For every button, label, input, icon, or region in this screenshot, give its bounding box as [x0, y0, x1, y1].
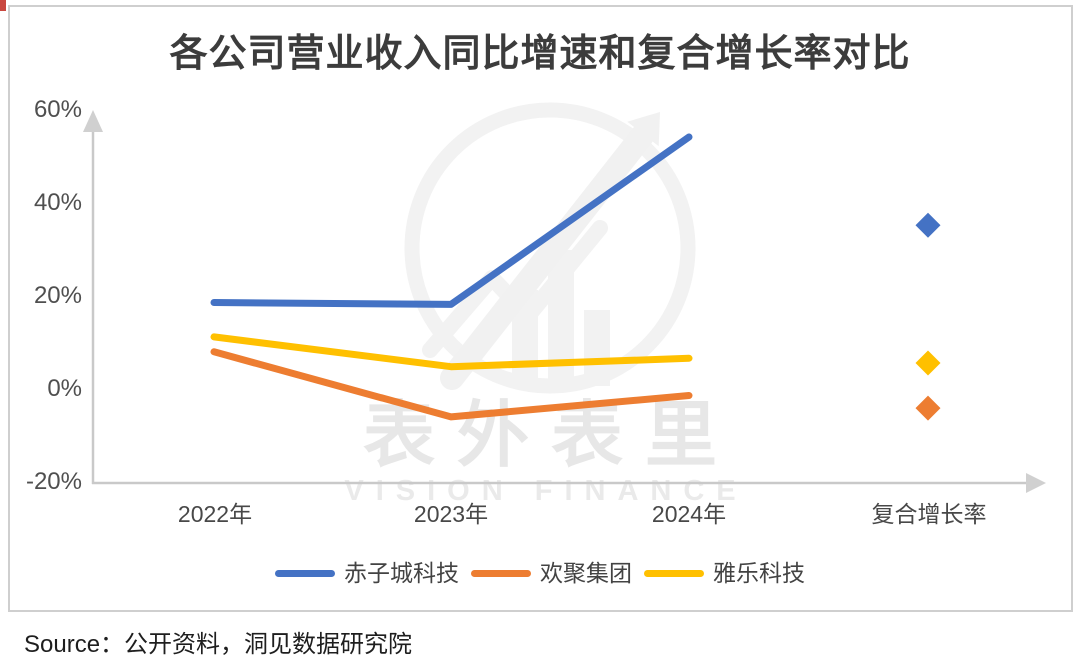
legend: 赤子城科技 欢聚集团 雅乐科技 [0, 559, 1080, 587]
series-line-雅乐科技 [210, 333, 693, 371]
y-tick-0: 0% [47, 375, 82, 402]
x-label-2022: 2022年 [177, 501, 253, 527]
red-corner-mark [0, 0, 6, 11]
y-tick-40: 40% [33, 189, 82, 216]
source-text: Source：公开资料，洞见数据研究院 [24, 631, 413, 656]
legend-swatch-yellow [644, 569, 704, 577]
series-layer [210, 133, 941, 421]
legend-label: 欢聚集团 [540, 560, 632, 586]
chart-title: 各公司营业收入同比增速和复合增长率对比 [169, 33, 911, 75]
x-label-cagr: 复合增长率 [871, 501, 987, 527]
cagr-diamond-欢聚集团 [915, 395, 941, 421]
legend-label: 雅乐科技 [713, 560, 805, 586]
cagr-diamond-雅乐科技 [915, 350, 941, 376]
legend-swatch-blue [275, 569, 335, 577]
y-tick-60: 60% [33, 96, 82, 123]
series-line-赤子城科技 [210, 133, 693, 308]
legend-swatch-orange [471, 569, 531, 577]
cagr-diamond-赤子城科技 [915, 212, 941, 238]
chart-frame [8, 5, 1073, 612]
legend-item-huanju: 欢聚集团 [471, 559, 632, 587]
x-label-2023: 2023年 [413, 501, 489, 527]
y-tick-neg20: -20% [25, 468, 82, 495]
x-label-2024: 2024年 [651, 501, 727, 527]
legend-item-chizicheng: 赤子城科技 [275, 559, 459, 587]
y-axis-arrow-icon [83, 110, 103, 132]
x-axis-arrow-icon [1026, 473, 1046, 493]
series-line-欢聚集团 [210, 348, 693, 421]
legend-item-yale: 雅乐科技 [644, 559, 805, 587]
legend-label: 赤子城科技 [344, 560, 459, 586]
y-tick-20: 20% [33, 282, 82, 309]
